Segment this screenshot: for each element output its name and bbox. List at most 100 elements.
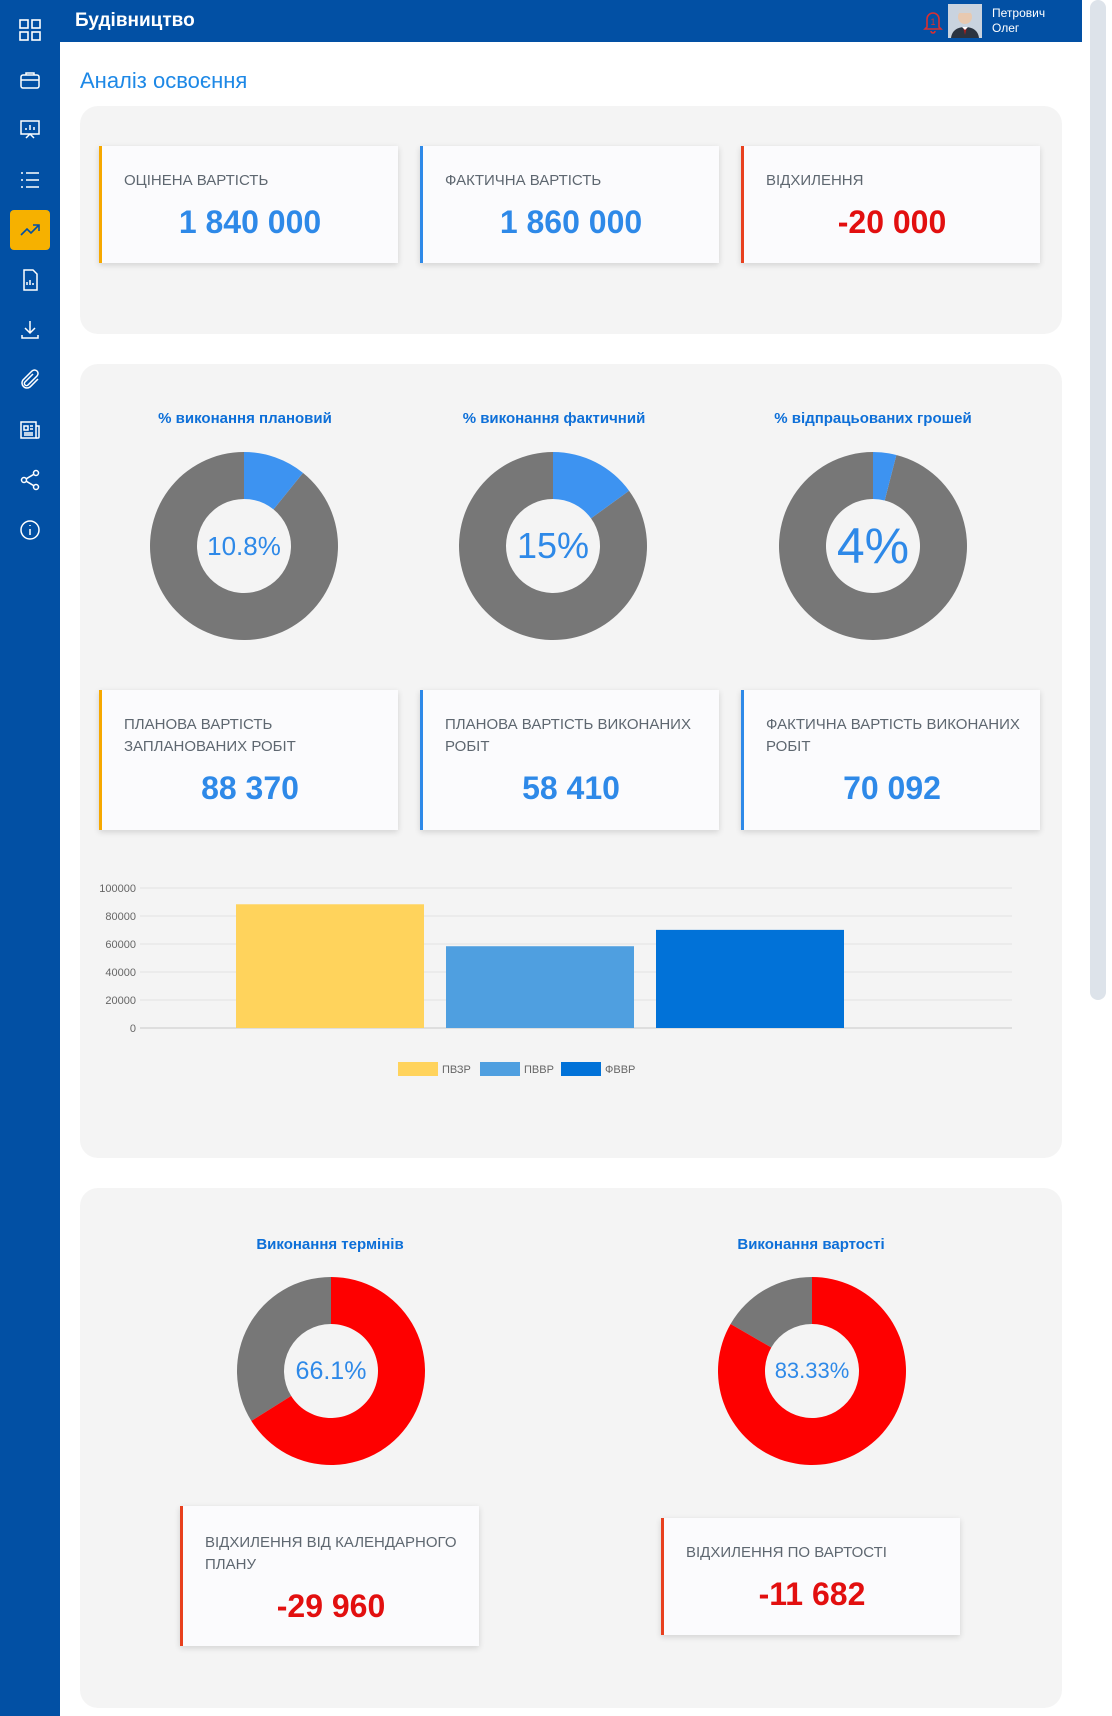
card-label: Фактична вартість: [445, 172, 602, 189]
sidebar-item-tasks[interactable]: [10, 160, 50, 200]
card-label: Оцінена вартість: [124, 172, 269, 189]
share-icon: [20, 469, 40, 491]
deviation-card: Відхилення -20 000: [741, 146, 1040, 263]
avatar[interactable]: [948, 4, 982, 38]
list-icon: [21, 172, 39, 188]
sidebar-item-info[interactable]: [10, 510, 50, 550]
user-name[interactable]: Петрович Олег: [992, 6, 1045, 36]
newspaper-icon: [20, 421, 40, 439]
pvzr-card: Планова вартість запланованих робіт 88 3…: [99, 690, 398, 830]
card-label: Відхилення від календарного плану: [205, 1534, 457, 1573]
planned-percent-title: % виконання плановий: [158, 410, 332, 427]
donut-gray-segment: [149, 452, 338, 640]
terms-execution-donut: 66.1%: [236, 1276, 426, 1466]
donut-percent-label: 15%: [516, 525, 590, 566]
card-value: -20 000: [837, 204, 947, 240]
cost-deviation-card: Відхилення по вартості -11 682: [661, 1518, 960, 1635]
sidebar-item-dashboard[interactable]: [10, 10, 50, 50]
card-value: 70 092: [843, 770, 941, 806]
card-label: Фактична вартість виконаних робіт: [766, 716, 1020, 755]
fvvr-card: Фактична вартість виконаних робіт 70 092: [741, 690, 1040, 830]
donut-value-segment: [873, 452, 897, 501]
page-title: Аналіз освоєння: [80, 68, 248, 93]
user-firstname: Олег: [992, 21, 1020, 35]
sidebar: [0, 0, 60, 1716]
actual-percent-donut: 15%: [458, 451, 648, 641]
y-tick-label: 40000: [105, 967, 136, 979]
trending-up-icon: [20, 224, 40, 236]
cost-execution-title: Виконання вартості: [737, 1236, 885, 1253]
y-tick-label: 60000: [105, 939, 136, 951]
card-value: -11 682: [758, 1576, 866, 1612]
donut-percent-label: 83.33%: [774, 1358, 850, 1383]
legend-label: ФВВР: [605, 1064, 635, 1076]
actual-cost-card: Фактична вартість 1 860 000: [420, 146, 719, 263]
notification-count: 1: [930, 17, 935, 27]
card-label: Відхилення: [766, 172, 864, 189]
donut-value-segment: [553, 452, 630, 519]
y-tick-label: 100000: [99, 883, 136, 895]
scrollbar[interactable]: [1090, 0, 1106, 1000]
presentation-icon: [20, 120, 40, 139]
download-icon: [21, 321, 39, 339]
bar-пвзр: [236, 904, 424, 1028]
sidebar-item-presentation[interactable]: [10, 110, 50, 150]
y-tick-label: 0: [130, 1023, 136, 1035]
user-surname: Петрович: [992, 6, 1046, 20]
grid-icon: [19, 19, 41, 41]
card-value: 1 860 000: [499, 204, 643, 240]
legend-label: ПВЗР: [442, 1064, 471, 1076]
legend-swatch: [480, 1062, 520, 1076]
bar-фввр: [656, 929, 844, 1028]
planned-percent-donut: 10.8%: [149, 451, 339, 641]
cost-bar-chart: 0 20000 40000 60000 80000 100000 ПВЗР ПВВР ФВВР: [80, 870, 1040, 1100]
sidebar-item-attachments[interactable]: [10, 360, 50, 400]
legend-swatch: [561, 1062, 601, 1076]
donut-gray-segment: [459, 452, 647, 640]
terms-execution-title: Виконання термінів: [256, 1236, 404, 1253]
bar-пввр: [446, 946, 634, 1028]
top-bar: Будівництво 1 Петрович Олег: [60, 0, 1082, 42]
card-label: Відхилення по вартості: [686, 1544, 887, 1561]
donut-value-segment: [251, 1277, 425, 1465]
report-document-icon: [23, 269, 38, 291]
donut-value-segment: [718, 1277, 906, 1465]
estimated-cost-card: Оцінена вартість 1 840 000: [99, 146, 398, 263]
paperclip-icon: [21, 369, 39, 389]
app-title: Будівництво: [75, 10, 195, 31]
sidebar-item-news[interactable]: [10, 410, 50, 450]
donut-percent-label: 4%: [836, 518, 910, 574]
sidebar-item-projects[interactable]: [10, 60, 50, 100]
money-percent-donut: 4%: [778, 451, 968, 641]
money-percent-title: % відпрацьованих грошей: [774, 410, 972, 427]
card-value: -29 960: [276, 1588, 386, 1624]
legend-swatch: [398, 1062, 438, 1076]
card-value: 88 370: [201, 770, 299, 806]
summary-panel: Оцінена вартість 1 840 000 Фактична варт…: [80, 106, 1062, 334]
cost-execution-donut: 83.33%: [717, 1276, 907, 1466]
briefcase-icon: [20, 72, 40, 89]
donut-gray-segment: [779, 452, 967, 640]
bell-icon[interactable]: 1: [918, 6, 948, 36]
y-tick-label: 20000: [105, 995, 136, 1007]
pvvr-card: Планова вартість виконаних робіт 58 410: [420, 690, 719, 830]
info-icon: [20, 520, 40, 540]
card-label: Планова вартість виконаних робіт: [445, 716, 691, 755]
calendar-deviation-card: Відхилення від календарного плану -29 96…: [180, 1506, 479, 1646]
sidebar-item-share[interactable]: [10, 460, 50, 500]
donut-percent-label: 66.1%: [295, 1356, 367, 1385]
donut-gray-segment: [237, 1277, 331, 1421]
y-tick-label: 80000: [105, 911, 136, 923]
card-value: 1 840 000: [178, 204, 322, 240]
sidebar-item-download[interactable]: [10, 310, 50, 350]
actual-percent-title: % виконання фактичний: [462, 410, 646, 427]
donut-value-segment: [244, 452, 304, 510]
legend-label: ПВВР: [524, 1064, 554, 1076]
card-value: 58 410: [522, 770, 620, 806]
donut-gray-segment: [730, 1277, 812, 1348]
card-label: Планова вартість запланованих робіт: [124, 716, 296, 755]
bar-chart-svg: 0 20000 40000 60000 80000 100000 ПВЗР ПВВР ФВВР: [99, 883, 1012, 1076]
sidebar-item-analytics[interactable]: [10, 210, 50, 250]
sidebar-item-reports[interactable]: [10, 260, 50, 300]
donut-percent-label: 10.8%: [207, 530, 281, 561]
